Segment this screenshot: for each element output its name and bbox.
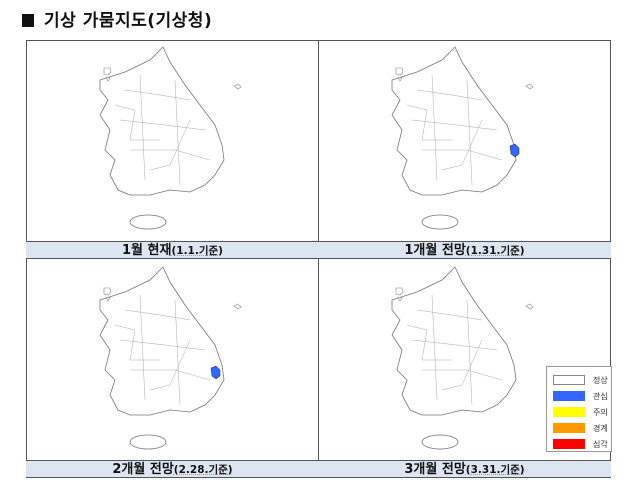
- caption-sub: (1.31.기준): [465, 245, 525, 257]
- map-legend: 정상 관심 주의 경계 심각: [546, 366, 612, 452]
- legend-item: 관심: [553, 388, 611, 404]
- caption-main: 1월 현재: [122, 243, 172, 258]
- legend-swatch: [553, 423, 585, 433]
- caption-main: 2개월 전망: [112, 462, 174, 477]
- section-title: 기상 가뭄지도(기상청): [22, 6, 212, 31]
- caption-sub: (1.1.기준): [171, 245, 223, 257]
- legend-swatch: [553, 375, 585, 385]
- square-bullet-icon: [22, 14, 34, 27]
- map-1-current: [99, 46, 242, 230]
- legend-swatch: [553, 391, 585, 401]
- legend-label: 관심: [593, 391, 608, 401]
- legend-item: 정상: [553, 372, 611, 388]
- legend-item: 주의: [553, 404, 611, 420]
- legend-label: 경계: [593, 423, 608, 433]
- caption-main: 1개월 전망: [404, 243, 466, 258]
- caption-sub: (3.31.기준): [465, 464, 525, 476]
- caption-panel-4: 3개월 전망(3.31.기준): [318, 460, 611, 478]
- caption-panel-1: 1월 현재(1.1.기준): [26, 241, 319, 259]
- map-1-month-outlook: [391, 46, 534, 230]
- caption-main: 3개월 전망: [404, 462, 466, 477]
- concern-region-pohang: [210, 365, 221, 380]
- legend-label: 주의: [593, 407, 608, 417]
- map-3-month-outlook: [391, 266, 534, 450]
- legend-swatch: [553, 439, 585, 449]
- legend-item: 심각: [553, 436, 611, 452]
- legend-item: 경계: [553, 420, 611, 436]
- map-2-month-outlook: [99, 266, 242, 450]
- legend-label: 심각: [593, 439, 608, 449]
- concern-region-pohang: [509, 143, 520, 158]
- legend-label: 정상: [593, 375, 608, 385]
- caption-panel-2: 1개월 전망(1.31.기준): [318, 241, 611, 259]
- title-text: 기상 가뭄지도(기상청): [44, 11, 213, 31]
- caption-panel-3: 2개월 전망(2.28.기준): [26, 460, 319, 478]
- column-divider: [318, 40, 319, 478]
- legend-swatch: [553, 407, 585, 417]
- caption-sub: (2.28.기준): [173, 464, 233, 476]
